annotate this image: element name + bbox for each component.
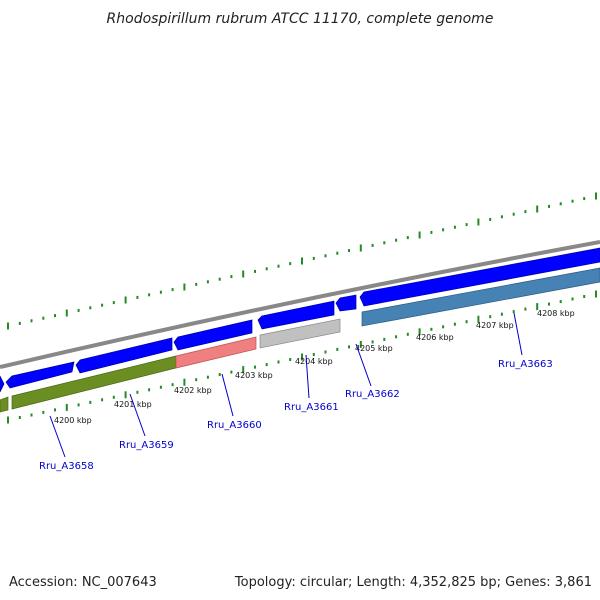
kbp-label: 4207 kbp xyxy=(476,321,514,330)
callout-line xyxy=(221,373,234,417)
gene-label-rru-a3661[interactable]: Rru_A3661 xyxy=(284,402,339,413)
accession-text: Accession: NC_007643 xyxy=(9,575,157,590)
cds-arrow[interactable] xyxy=(359,247,600,307)
gene-bar-rru-a3661[interactable] xyxy=(259,318,341,349)
kbp-label: 4200 kbp xyxy=(54,416,92,425)
cds-arrow[interactable] xyxy=(173,319,253,351)
kbp-label: 4205 kbp xyxy=(355,344,393,353)
gene-labels: Rru_A3658 Rru_A3659 Rru_A3660 Rru_A3661 … xyxy=(39,359,553,472)
cds-arrow[interactable] xyxy=(335,294,357,312)
topology-text: Topology: circular; Length: 4,352,825 bp… xyxy=(234,575,592,590)
gene-label-rru-a3660[interactable]: Rru_A3660 xyxy=(207,420,262,431)
kbp-label: 4203 kbp xyxy=(235,371,273,380)
gene-bar-rru-a3658[interactable] xyxy=(0,396,9,413)
kbp-label: 4206 kbp xyxy=(416,333,454,342)
cds-arrow[interactable] xyxy=(0,375,5,393)
inner-tick-ring xyxy=(7,290,597,424)
kbp-labels: 4200 kbp 4201 kbp 4202 kbp 4203 kbp 4204… xyxy=(54,309,575,425)
kbp-label: 4202 kbp xyxy=(174,386,212,395)
reverse-strand xyxy=(0,267,600,413)
outer-tick-ring xyxy=(7,192,597,330)
gene-label-rru-a3659[interactable]: Rru_A3659 xyxy=(119,440,174,451)
forward-strand xyxy=(0,247,600,393)
gene-callouts xyxy=(49,312,523,458)
cds-arrow[interactable] xyxy=(5,361,75,389)
cds-arrow[interactable] xyxy=(75,337,173,374)
gene-label-rru-a3662[interactable]: Rru_A3662 xyxy=(345,389,400,400)
callout-line xyxy=(49,415,66,458)
gene-bar-rru-a3660[interactable] xyxy=(175,336,257,369)
map-title: Rhodospirillum rubrum ATCC 11170, comple… xyxy=(107,11,494,27)
callout-line xyxy=(355,343,372,387)
callout-line xyxy=(513,312,523,356)
gene-bar-rru-a3663[interactable] xyxy=(361,267,600,327)
gene-label-rru-a3658[interactable]: Rru_A3658 xyxy=(39,461,94,472)
callout-line xyxy=(305,354,310,399)
callout-line xyxy=(129,393,146,437)
gene-label-rru-a3663[interactable]: Rru_A3663 xyxy=(498,359,553,370)
kbp-label: 4204 kbp xyxy=(295,357,333,366)
kbp-label: 4208 kbp xyxy=(537,309,575,318)
backbone-line xyxy=(0,240,600,369)
kbp-label: 4201 kbp xyxy=(114,400,152,409)
cds-arrow[interactable] xyxy=(257,300,335,330)
